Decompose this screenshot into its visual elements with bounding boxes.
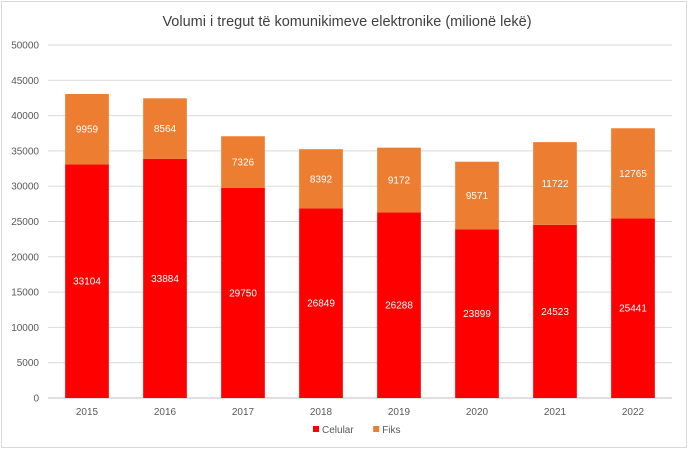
bar-fiks-2020 <box>455 161 499 230</box>
data-label: 26288 <box>385 301 413 312</box>
bar-celular-2021 <box>533 224 577 398</box>
chart-title: Volumi i tregut të komunikimeve elektron… <box>162 14 531 30</box>
x-tick-label: 2017 <box>232 407 255 418</box>
y-tick-label: 0 <box>33 394 39 405</box>
gridlines <box>48 44 672 399</box>
data-label: 12765 <box>619 169 647 180</box>
bar-celular-2020 <box>455 229 499 398</box>
x-tick-label: 2021 <box>544 407 567 418</box>
data-label: 8564 <box>154 124 177 135</box>
legend-label-fiks: Fiks <box>382 425 400 436</box>
bar-fiks-2021 <box>533 142 577 225</box>
y-tick-label: 30000 <box>11 182 39 193</box>
bar-celular-2015 <box>65 164 109 398</box>
legend-swatch-fiks <box>373 426 380 432</box>
data-label: 8392 <box>310 174 333 185</box>
y-tick-label: 40000 <box>11 111 39 122</box>
x-tick-label: 2022 <box>622 407 645 418</box>
data-label: 33104 <box>73 277 101 288</box>
legend: Celular Fiks <box>313 425 401 436</box>
y-tick-label: 45000 <box>11 76 39 87</box>
legend-label-celular: Celular <box>322 425 354 436</box>
y-axis: 0 5000 10000 15000 20000 25000 30000 35000 40000… <box>11 41 39 405</box>
data-label: 9172 <box>388 176 411 187</box>
bar-fiks-2016 <box>143 98 187 159</box>
x-tick-label: 2016 <box>154 407 177 418</box>
y-tick-label: 10000 <box>11 323 39 334</box>
bar-fiks-2018 <box>299 149 343 209</box>
y-tick-label: 25000 <box>11 217 39 228</box>
data-label: 7326 <box>232 158 255 169</box>
x-axis: 2015 2016 2017 2018 2019 2020 2021 2022 <box>76 407 645 418</box>
x-tick-label: 2020 <box>466 407 489 418</box>
data-label: 29750 <box>229 288 257 299</box>
x-tick-label: 2015 <box>76 407 99 418</box>
data-label: 26849 <box>307 299 335 310</box>
data-label: 11722 <box>541 179 569 190</box>
bar-celular-2019 <box>377 212 421 398</box>
bar-fiks-2022 <box>611 128 655 219</box>
data-label: 9959 <box>76 125 99 136</box>
y-tick-label: 20000 <box>11 252 39 263</box>
y-tick-label: 15000 <box>11 288 39 299</box>
bar-fiks-2015 <box>65 93 109 165</box>
bars: 33104 9959 33884 8564 29750 7326 26849 8392 2628… <box>65 93 655 398</box>
bar-celular-2022 <box>611 218 655 398</box>
bar-celular-2016 <box>143 158 187 398</box>
data-label: 33884 <box>151 274 179 285</box>
legend-swatch-celular <box>313 426 319 432</box>
bar-celular-2017 <box>221 187 265 398</box>
data-label: 23899 <box>463 309 491 320</box>
data-label: 25441 <box>619 304 647 315</box>
y-tick-label: 50000 <box>11 41 39 52</box>
x-tick-label: 2019 <box>388 407 411 418</box>
bar-celular-2018 <box>299 208 343 398</box>
y-tick-label: 35000 <box>11 146 39 157</box>
data-label: 9571 <box>466 191 489 202</box>
bar-fiks-2019 <box>377 147 421 213</box>
bar-fiks-2017 <box>221 136 265 188</box>
data-label: 24523 <box>541 307 569 318</box>
x-tick-label: 2018 <box>310 407 333 418</box>
y-tick-label: 5000 <box>17 358 40 369</box>
